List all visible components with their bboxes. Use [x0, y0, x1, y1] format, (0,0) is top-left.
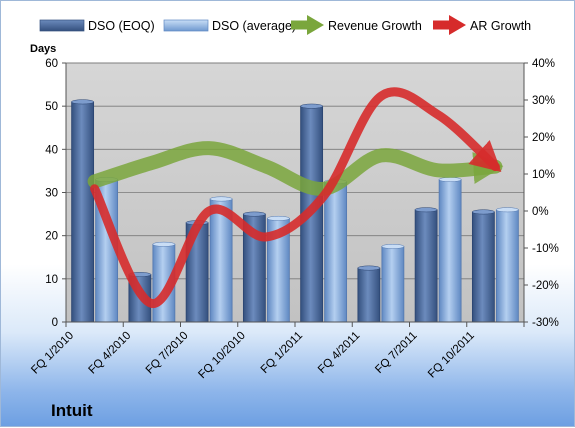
legend-swatch-dso-average [163, 19, 209, 32]
y-right-tick-label: -10% [532, 243, 559, 255]
y-right-tick-label: 40% [532, 58, 555, 70]
bar-cap-dso-eoq [472, 209, 495, 215]
legend-item-ar-growth: AR Growth [433, 15, 531, 35]
legend-label-revenue-growth: Revenue Growth [328, 19, 422, 33]
bar-dso-average [438, 179, 462, 323]
bar-cap-dso-eoq [71, 99, 94, 105]
revenue-growth-line [87, 141, 504, 196]
x-tick-label: FQ 1/2011 [259, 330, 305, 376]
x-tick-label: FQ 4/2011 [316, 330, 362, 376]
y-left-tick-label: 30 [45, 188, 58, 200]
bar-dso-eoq [414, 209, 438, 323]
y-right-tick-label: 30% [532, 95, 555, 107]
bar-dso-average [495, 209, 519, 323]
x-tick-label: FQ 1/2010 [29, 330, 76, 377]
legend-label-dso-eoq: DSO (EOQ) [88, 19, 155, 33]
bar-dso-eoq [71, 101, 95, 323]
line-series [87, 87, 504, 308]
y-left-tick-label: 60 [45, 58, 58, 70]
legend-arrowhead-ar-growth [449, 15, 466, 35]
legend-label-dso-average: DSO (average) [212, 19, 296, 33]
bar-cap-dso-average [209, 196, 233, 202]
bar-cap-dso-average [438, 177, 462, 183]
y-right-tick-label: 20% [532, 132, 555, 144]
legend-item-dso-eoq: DSO (EOQ) [39, 19, 155, 33]
legend-item-dso-average: DSO (average) [163, 19, 296, 33]
bar-cap-dso-eoq [243, 211, 266, 217]
y-right-tick-label: -30% [532, 317, 559, 329]
legend-item-revenue-growth: Revenue Growth [291, 15, 422, 35]
bar-cap-dso-average [152, 241, 176, 247]
legend-swatch-dso-eoq [39, 19, 85, 32]
ar-growth-line [90, 87, 502, 308]
legend-label-ar-growth: AR Growth [470, 19, 531, 33]
bar-cap-dso-eoq [300, 103, 323, 109]
y-left-tick-label: 50 [45, 101, 58, 113]
y-left-tick-label: 40 [45, 144, 58, 156]
bar-cap-dso-eoq [414, 207, 438, 213]
bar-series [71, 99, 519, 323]
y-right-tick-label: 10% [532, 169, 555, 181]
y-left-tick-label: 0 [52, 317, 58, 329]
x-tick-label: FQ 10/2011 [426, 330, 477, 381]
y-left-tick-label: 20 [45, 231, 58, 243]
bar-cap-dso-average [496, 207, 519, 213]
bar-cap-dso-average [381, 244, 405, 249]
y-right-tick-label: 0% [532, 206, 549, 218]
x-tick-label: FQ 10/2010 [196, 330, 247, 381]
legend: DSO (EOQ) DSO (average) Revenue Growth A… [39, 15, 531, 35]
x-tick-label: FQ 7/2010 [144, 330, 191, 377]
legend-arrowhead-revenue-growth [307, 15, 324, 35]
y-left-tick-label: 10 [45, 274, 58, 286]
x-tick-label: FQ 4/2010 [86, 330, 133, 377]
bar-dso-average [381, 246, 405, 323]
y-right-tick-label: -20% [532, 280, 559, 292]
bar-cap-dso-eoq [357, 265, 381, 271]
company-name: Intuit [51, 401, 93, 420]
bar-cap-dso-average [267, 215, 290, 221]
y-left-axis-title: Days [30, 43, 56, 55]
bar-dso-average [324, 181, 348, 323]
x-tick-label: FQ 7/2011 [373, 330, 419, 376]
bar-dso-eoq [471, 211, 495, 323]
bar-dso-eoq [357, 267, 381, 323]
